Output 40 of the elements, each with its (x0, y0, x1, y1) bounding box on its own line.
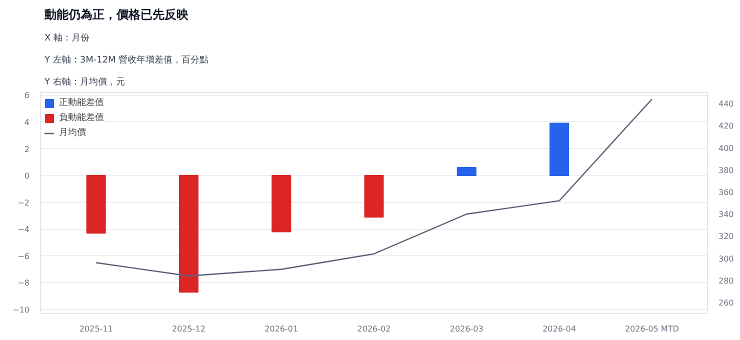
y-tick-label: −8 (18, 278, 30, 288)
y-tick-label: 2 (24, 144, 30, 154)
text: X 軸：月份 (44, 32, 90, 44)
text: Y 左軸：3M-12M 營收年增差值，百分點 (44, 54, 209, 66)
bar (178, 175, 198, 293)
legend-label: 正動能差值 (59, 96, 104, 109)
y2-tick-label: 340 (718, 210, 734, 220)
y2-tick-label: 420 (718, 122, 734, 131)
x-tick-label: 2026-01 (264, 324, 298, 334)
legend-label: 負動能差值 (59, 112, 104, 124)
legend-label: 月均價 (59, 126, 86, 139)
y2-tick-label: 320 (718, 232, 734, 242)
y2-tick-label: 260 (718, 298, 734, 308)
y-tick-label: 4 (24, 118, 30, 127)
y-tick-label: −4 (18, 225, 30, 234)
x-tick-label: 2026-02 (357, 324, 391, 334)
x-tick-label: 2026-05 MTD (624, 324, 679, 334)
x-tick-label: 2025-11 (79, 324, 113, 334)
chart-title: 動能仍為正，價格已先反映 (44, 8, 190, 22)
x-tick-label: 2025-12 (172, 324, 206, 334)
y2-tick-label: 300 (718, 254, 734, 264)
bar (86, 175, 106, 234)
y-tick-label: 0 (24, 172, 30, 181)
y-tick-label: −6 (18, 252, 30, 261)
y2-tick-label: 280 (718, 276, 734, 286)
bar (456, 167, 476, 176)
x-tick-label: 2026-03 (450, 324, 484, 334)
x-tick-label: 2026-04 (542, 324, 576, 334)
y2-tick-label: 400 (718, 144, 734, 153)
bar (272, 175, 292, 232)
bar (550, 122, 570, 176)
y-tick-label: −10 (12, 305, 30, 314)
y-tick-label: −2 (18, 198, 30, 208)
line-series (95, 98, 653, 277)
y-tick-label: 6 (24, 91, 30, 100)
y2-tick-label: 380 (718, 166, 734, 175)
y2-tick-label: 360 (718, 188, 734, 197)
text: Y 右軸：月均價，元 (44, 76, 125, 88)
y2-tick-label: 440 (718, 100, 734, 109)
bar (364, 175, 384, 218)
